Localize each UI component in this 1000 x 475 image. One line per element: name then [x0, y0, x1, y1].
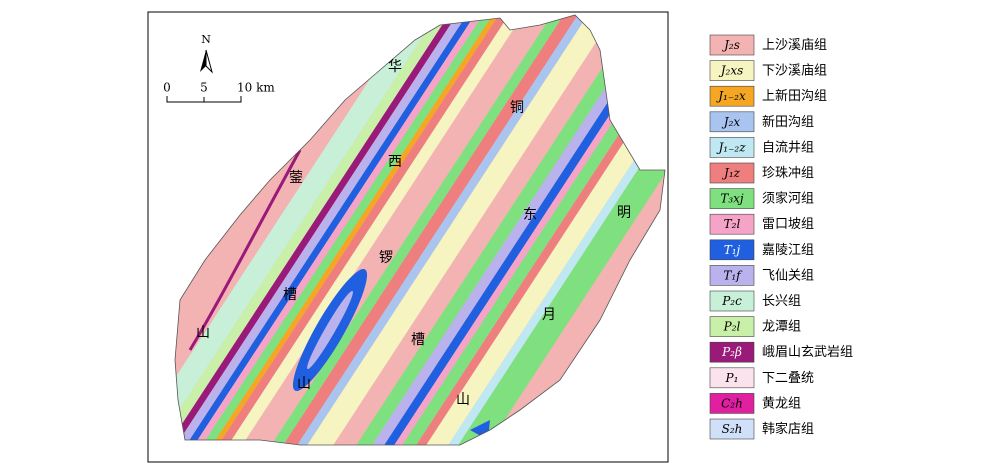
- legend-name: 新田沟组: [762, 114, 814, 130]
- legend-name: 长兴组: [762, 294, 801, 309]
- legend-swatch: [709, 137, 755, 158]
- strata-band: [175, 15, 478, 445]
- strata-band: [378, 15, 665, 445]
- strata-band: [255, 15, 567, 445]
- place-label: 槽: [411, 332, 425, 348]
- arrow-left: [200, 50, 206, 72]
- legend-swatch: [709, 239, 755, 261]
- legend-name: 珍珠冲组: [762, 166, 814, 181]
- legend-code: P₁: [725, 371, 739, 385]
- strata-band: [340, 15, 656, 445]
- legend-name: 韩家店组: [762, 421, 814, 437]
- legend-code: J₂xs: [718, 64, 744, 78]
- legend-code: J₂x: [721, 115, 741, 129]
- legend-swatch: [709, 290, 755, 312]
- strata-band: [202, 15, 512, 445]
- legend-swatch: [709, 341, 755, 363]
- legend-name: 须家河组: [762, 191, 814, 207]
- legend-code: J₁₋₂x: [715, 89, 746, 103]
- strata-band: [196, 15, 502, 445]
- strata-band: [368, 15, 665, 445]
- scale-label: 5: [200, 81, 208, 95]
- legend-code: T₂l: [724, 217, 741, 231]
- legend-swatch: [709, 111, 755, 133]
- strata-band: [175, 15, 460, 445]
- legend-swatch: [709, 265, 755, 286]
- legend-name: 黄龙组: [762, 396, 801, 411]
- strata-band: [454, 15, 665, 445]
- legend-code: C₂h: [721, 396, 743, 410]
- north-arrow: [200, 49, 213, 74]
- scale-label: 10 km: [237, 81, 275, 95]
- arrow-right: [205, 49, 213, 74]
- legend-swatch: [709, 60, 755, 81]
- legend-code: T₁j: [724, 243, 741, 257]
- place-label: 蓥: [289, 170, 303, 186]
- strata-band: [175, 15, 440, 445]
- legend-name: 雷口坡组: [762, 217, 814, 232]
- legend-name: 自流井组: [762, 140, 814, 155]
- place-label: 西: [388, 154, 402, 170]
- legend-swatch: [709, 162, 755, 184]
- strata-band: [291, 15, 617, 445]
- legend-name: 飞仙关组: [762, 268, 814, 283]
- place-label: 山: [196, 325, 210, 341]
- strata-band: [175, 15, 452, 445]
- strata-band: [212, 15, 526, 445]
- legend-swatch: [709, 367, 755, 389]
- legend-code: P₂l: [723, 320, 741, 334]
- strata-band: [175, 15, 470, 445]
- legend-name: 上沙溪庙组: [762, 38, 827, 53]
- anticline-core: [307, 290, 353, 370]
- strata-band: [186, 15, 496, 445]
- scale-bar: [166, 96, 242, 103]
- scale-label: 0: [163, 81, 171, 95]
- legend-code: P₂β: [721, 345, 742, 359]
- legend-code: T₃xj: [720, 192, 744, 206]
- legend-name: 上新田沟组: [762, 88, 827, 104]
- place-label: 锣: [379, 250, 393, 266]
- basalt-trace: [188, 149, 302, 351]
- legend-swatch: [709, 34, 755, 56]
- map-outline: [174, 14, 666, 446]
- legend-code: S₂h: [722, 422, 743, 436]
- legend-code: P₂c: [721, 294, 742, 308]
- legend-swatch: [709, 188, 755, 209]
- place-label: 东: [523, 207, 537, 223]
- place-label: 槽: [283, 287, 297, 303]
- strata-band: [356, 15, 665, 445]
- legend-code: T₁f: [723, 268, 743, 282]
- legend-swatch: [709, 85, 755, 107]
- place-label: 山: [297, 376, 311, 392]
- geology: [175, 15, 665, 445]
- north-label: N: [201, 33, 211, 46]
- legend-name: 嘉陵江组: [762, 243, 814, 258]
- legend-swatch: [709, 393, 755, 414]
- legend-name: 峨眉山玄武岩组: [762, 345, 853, 360]
- place-label: 山: [456, 392, 470, 408]
- place-label: 月: [542, 307, 556, 323]
- legend-name: 下二叠统: [762, 371, 814, 386]
- strata-band: [267, 15, 581, 445]
- legend-swatch: [709, 213, 755, 235]
- legend-name: 下沙溪庙组: [762, 64, 827, 79]
- legend: J₂s 上沙溪庙组 J₂xs 下沙溪庙组 J₁₋₂x 上新田沟组 J₂x 新田沟组 J₁₋₂z 自…: [709, 34, 853, 440]
- legend-name: 龙潭组: [762, 320, 801, 335]
- strata-band: [178, 15, 486, 445]
- legend-swatch: [709, 418, 755, 440]
- legend-code: J₁₋₂z: [715, 140, 746, 154]
- place-label: 明: [617, 205, 631, 221]
- place-label: 铜: [510, 100, 524, 116]
- strata-band: [281, 15, 591, 445]
- strata-band: [442, 15, 665, 445]
- place-label: 华: [388, 59, 402, 75]
- legend-code: J₂s: [721, 38, 740, 52]
- legend-swatch: [709, 316, 755, 337]
- legend-code: J₁z: [721, 166, 741, 180]
